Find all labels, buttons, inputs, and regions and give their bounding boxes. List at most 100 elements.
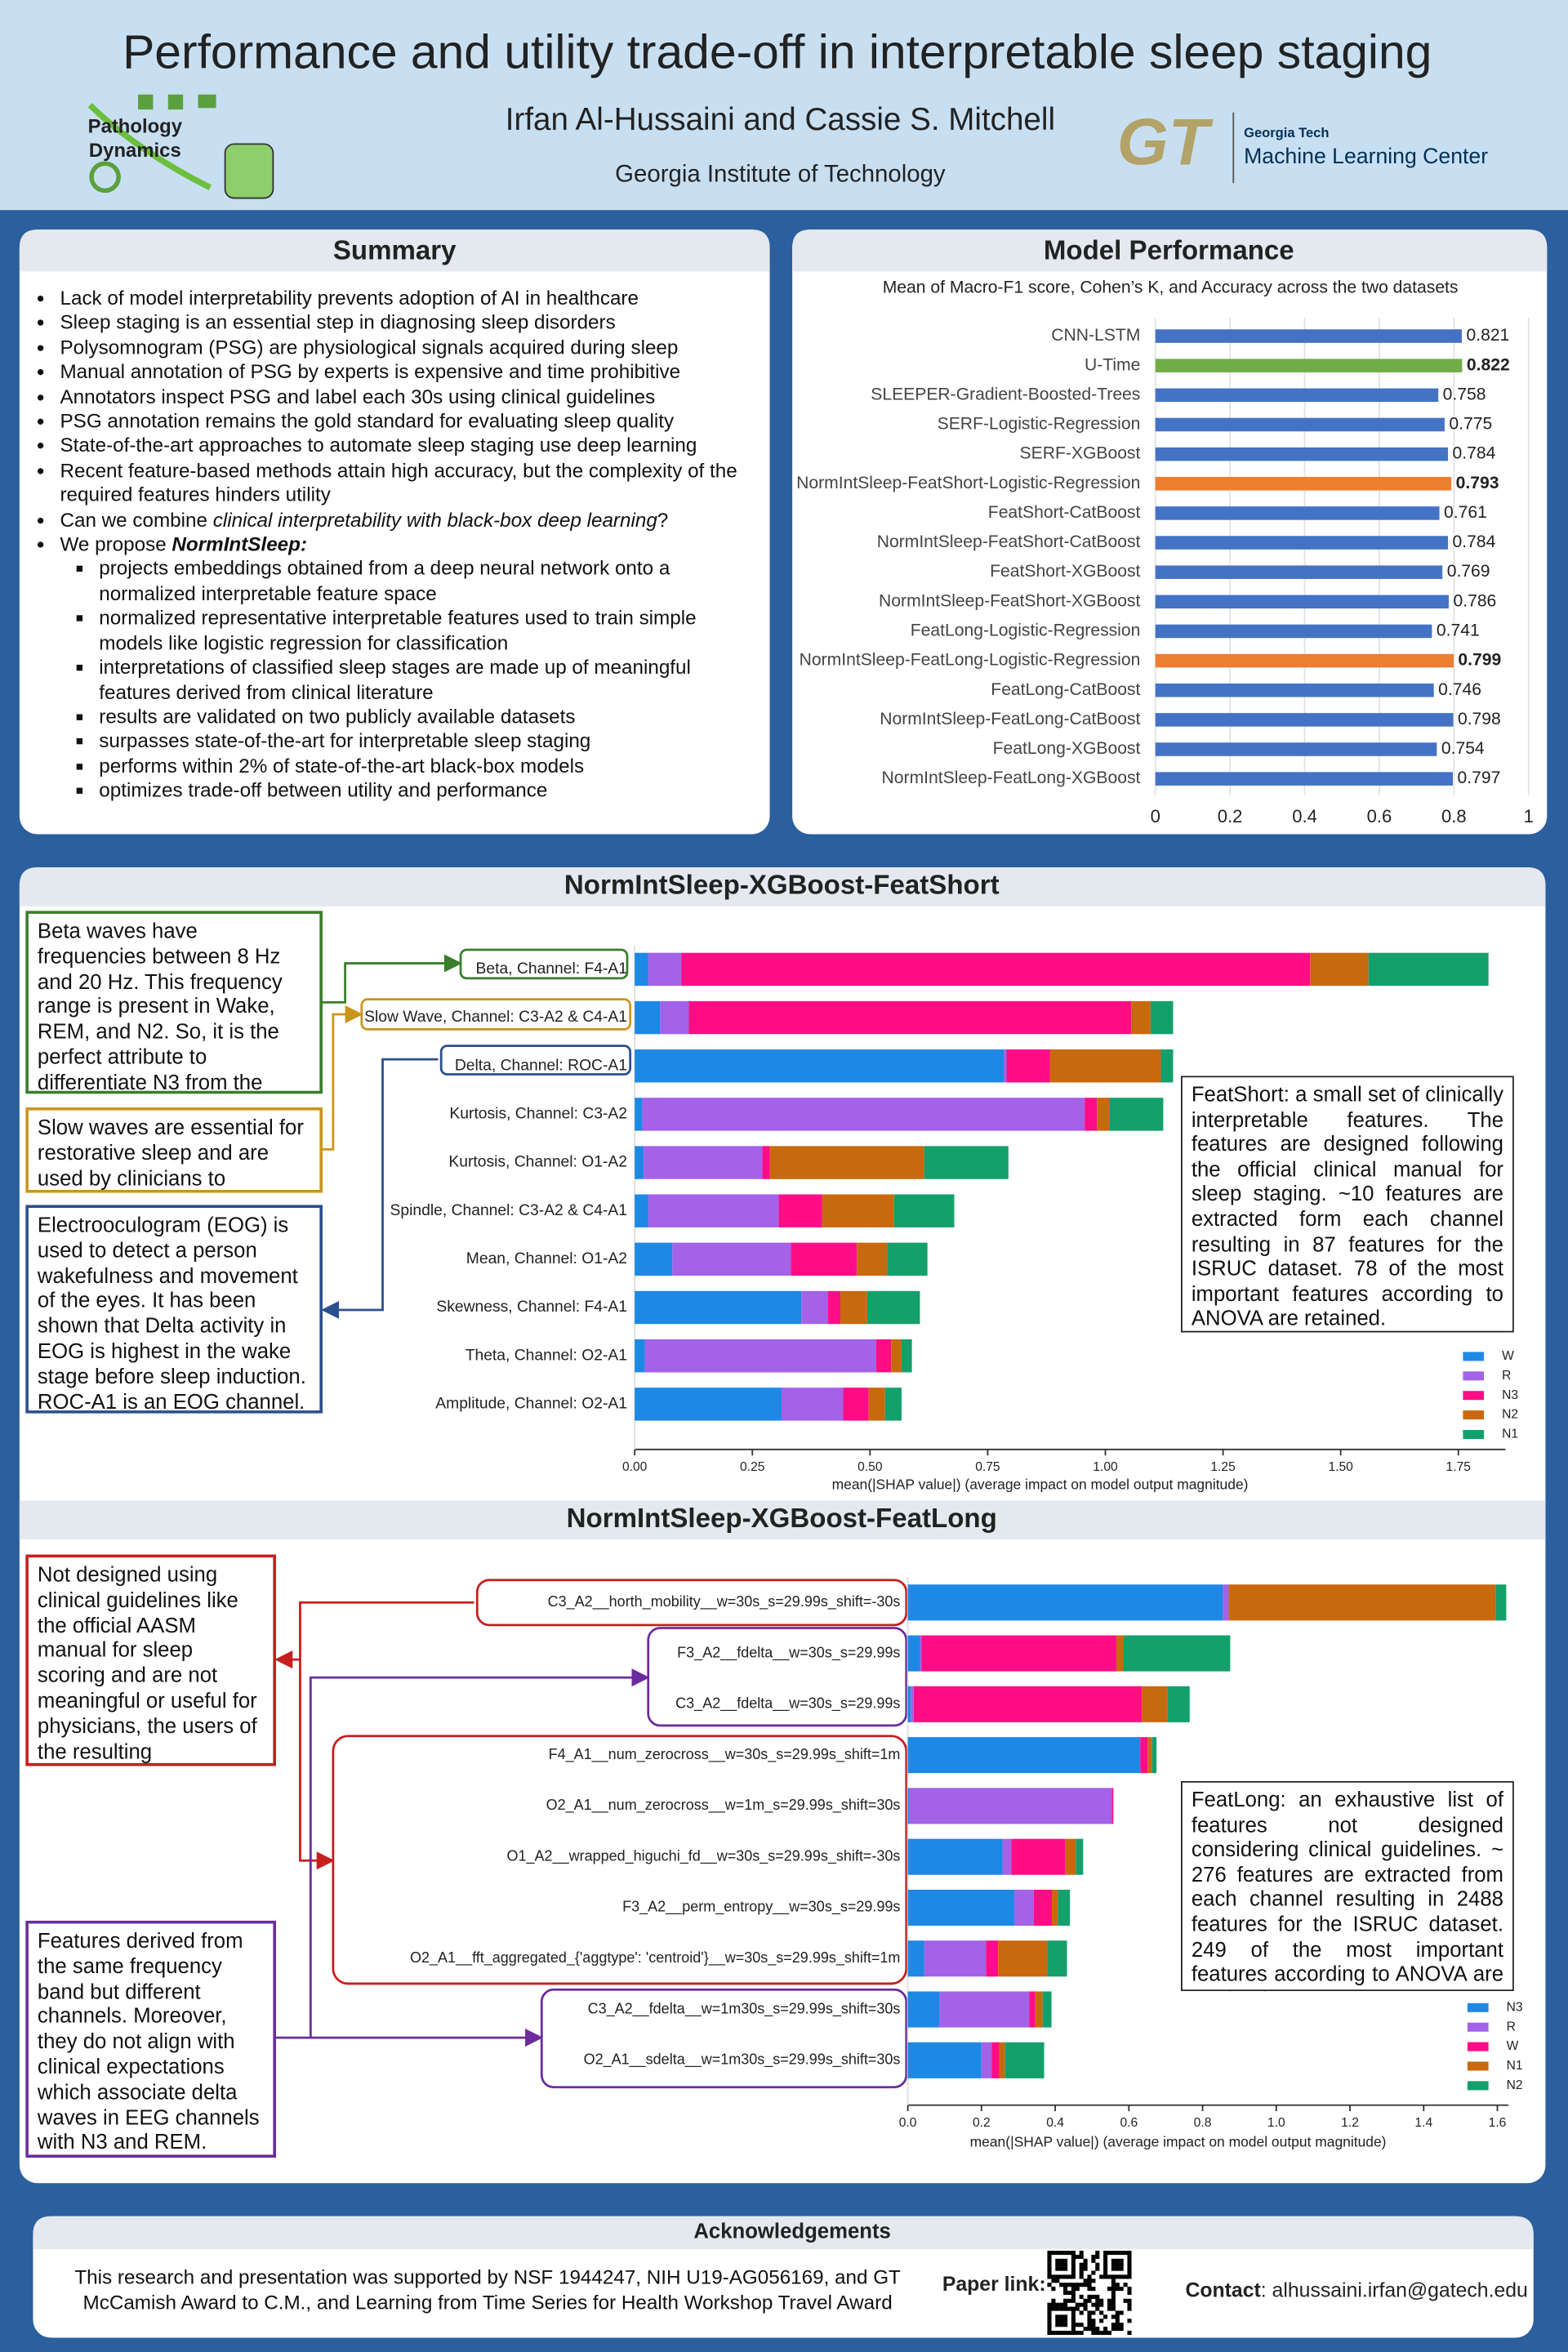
description-text: FeatShort: a small set of clinically int… xyxy=(1180,1076,1514,1333)
qr-cell xyxy=(1055,2262,1060,2267)
annotation-text: Not designed using clinical guidelines l… xyxy=(25,1554,277,1766)
qr-cell xyxy=(1119,2310,1124,2315)
bar-segment xyxy=(644,1339,876,1373)
bar-segment xyxy=(1310,952,1369,987)
panel-title: NormIntSleep-XGBoost-FeatShort xyxy=(564,871,1000,901)
y-tick-label: NormIntSleep-FeatLong-Logistic-Regressio… xyxy=(800,651,1141,670)
performance-chart: 0 0.2 0.4 0.6 0.8 1 CNN-LSTM 0.821 U-Time 0.822 SL… xyxy=(796,318,1534,826)
qr-cell xyxy=(1063,2287,1068,2292)
neuron-icon xyxy=(87,103,212,190)
bar-segment xyxy=(1033,1889,1053,1927)
qr-cell xyxy=(1111,2290,1116,2296)
y-tick-label: SLEEPER-Gradient-Boosted-Trees xyxy=(871,385,1140,403)
panel-title-band xyxy=(19,866,1546,906)
qr-cell xyxy=(1087,2319,1092,2323)
x-tick-label: 0.6 xyxy=(1367,806,1392,826)
qr-cell xyxy=(1111,2314,1116,2319)
bar-segment xyxy=(907,1991,940,2028)
performance-panel xyxy=(792,229,1548,835)
qr-cell xyxy=(1111,2327,1116,2332)
chart-subtitle: Mean of Macro-F1 score, Cohen’s K, and A… xyxy=(883,278,1459,296)
bar-segment xyxy=(1167,1686,1190,1722)
qr-cell xyxy=(1127,2287,1132,2292)
qr-cell xyxy=(1115,2319,1120,2323)
annotation: Features derived from the same frequency… xyxy=(25,1920,277,2158)
legend-label: R xyxy=(1507,2020,1516,2034)
bullet: Annotators inspect PSG and label each 30… xyxy=(60,385,765,410)
description-text: FeatLong: an exhaustive list of features… xyxy=(1180,1780,1514,1992)
bar xyxy=(1155,417,1445,432)
qr-cell xyxy=(1059,2302,1064,2307)
x-tick-label: 0.2 xyxy=(1218,806,1243,826)
qr-cell xyxy=(1063,2274,1068,2279)
qr-code[interactable] xyxy=(1047,2250,1132,2336)
qr-cell xyxy=(1055,2274,1060,2279)
qr-cell xyxy=(1051,2330,1056,2336)
value-label: 0.761 xyxy=(1444,503,1487,522)
bar-segment xyxy=(1109,1098,1164,1131)
qr-cell xyxy=(1079,2302,1084,2307)
bullet: PSG annotation remains the gold standard… xyxy=(60,410,765,434)
bar xyxy=(1155,683,1434,697)
summary-container: Lack of model interpretability prevents … xyxy=(27,287,765,804)
legend-label: N2 xyxy=(1507,2078,1523,2092)
qr-cell xyxy=(1047,2270,1052,2275)
gear-icon xyxy=(89,161,121,194)
bar-segment xyxy=(868,1388,885,1421)
qr-cell xyxy=(1051,2306,1056,2311)
paper-link-label[interactable]: Paper link: xyxy=(942,2274,1046,2296)
qr-cell xyxy=(1087,2298,1092,2303)
qr-cell xyxy=(1047,2323,1052,2328)
bar xyxy=(1155,653,1454,668)
right-logo: GT Georgia Tech Machine Learning Center xyxy=(1117,105,1488,184)
qr-cell xyxy=(1091,2310,1096,2315)
y-tick-label: Beta, Channel: F4-A1 xyxy=(476,960,627,978)
qr-cell xyxy=(1103,2330,1108,2336)
qr-cell xyxy=(1083,2258,1088,2263)
qr-cell xyxy=(1083,2302,1088,2307)
x-tick-label: 0.0 xyxy=(899,2116,917,2130)
y-tick-label: FeatShort-CatBoost xyxy=(988,503,1141,522)
qr-cell xyxy=(1111,2250,1116,2256)
description-box: FeatLong: an exhaustive list of features… xyxy=(1180,1780,1514,1992)
qr-cell xyxy=(1115,2327,1120,2332)
bar-segment xyxy=(1160,1049,1174,1083)
qr-cell xyxy=(1075,2283,1080,2287)
qr-cell xyxy=(1063,2250,1068,2256)
ack-text: This research and presentation was suppo… xyxy=(74,2265,901,2314)
x-tick-label: 0.8 xyxy=(1441,806,1467,826)
qr-cell xyxy=(1059,2266,1064,2271)
bar xyxy=(1155,772,1453,786)
qr-cell xyxy=(1075,2306,1080,2311)
connector xyxy=(276,1668,650,2039)
x-tick-label: 1.2 xyxy=(1341,2116,1359,2130)
icon xyxy=(167,94,184,110)
qr-cell xyxy=(1075,2330,1080,2336)
qr-cell xyxy=(1095,2250,1100,2256)
qr-cell xyxy=(1075,2287,1080,2292)
qr-cell xyxy=(1087,2327,1092,2332)
bullet: Sleep staging is an essential step in di… xyxy=(60,311,765,336)
bar-segment xyxy=(1147,1737,1152,1774)
database-icon xyxy=(224,143,274,199)
y-tick-label: Skewness, Channel: F4-A1 xyxy=(436,1298,627,1316)
bar-segment xyxy=(1152,1737,1157,1774)
bar-segment xyxy=(884,1388,902,1421)
authors: Irfan Al-Hussaini and Cassie S. Mitchell xyxy=(506,102,1055,137)
qr-cell xyxy=(1063,2302,1068,2307)
y-tick-label: F4_A1__num_zerocross__w=30s_s=29.99s_shi… xyxy=(549,1746,901,1763)
qr-cell xyxy=(1107,2330,1112,2336)
bullet: Recent feature-based methods attain high… xyxy=(60,459,765,508)
x-tick-label: 0.25 xyxy=(740,1460,765,1474)
bar xyxy=(1155,742,1437,756)
y-tick-label: O2_A1__sdelta__w=1m30s_s=29.99s_shift=30… xyxy=(584,2051,901,2069)
qr-cell xyxy=(1067,2306,1072,2311)
bar-segment xyxy=(1006,1049,1050,1083)
qr-cell xyxy=(1083,2327,1088,2332)
legend-swatch xyxy=(1463,1391,1485,1401)
y-tick-label: Delta, Channel: ROC-A1 xyxy=(455,1057,627,1074)
qr-cell xyxy=(1123,2283,1128,2287)
bar-segment xyxy=(791,1242,858,1276)
qr-cell xyxy=(1071,2283,1076,2287)
